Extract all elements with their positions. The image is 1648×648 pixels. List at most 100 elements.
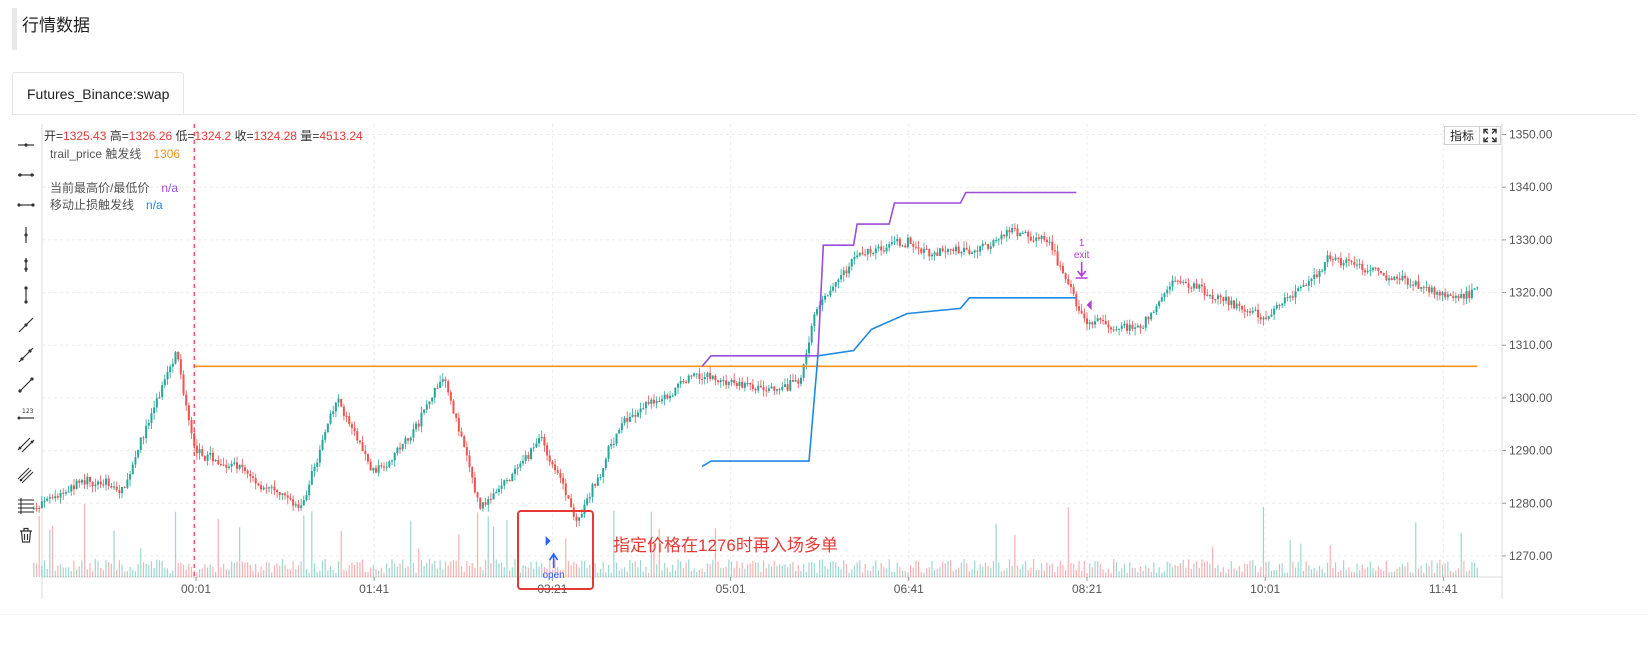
volume-bar [583,560,586,577]
trend-line-icon[interactable] [14,372,38,398]
volume-bar [452,560,455,577]
vertical-line-icon[interactable] [14,282,38,308]
volume-bar [648,572,650,577]
volume-bar [813,563,815,577]
volume-bar [198,569,201,577]
volume-bar [303,515,305,577]
indicator-button[interactable]: 指标 [1444,126,1481,145]
candle-body [1003,234,1006,237]
volume-bar [166,568,169,577]
volume-bar [84,504,86,577]
candle-body [516,467,519,469]
candle-body [936,252,939,256]
candle-body [1444,292,1447,298]
candle-body [989,246,992,249]
volume-bar [1217,564,1219,577]
volume-bar [225,569,227,577]
candle-body [495,492,498,494]
tab-futures-binance-swap[interactable]: Futures_Binance:swap [12,72,185,114]
candle-body [663,394,666,400]
candle-body [158,397,161,399]
volume-bar [1407,562,1409,577]
volume-bar [1310,569,1313,577]
horizontal-segment-icon[interactable] [14,162,38,188]
candle-body [1385,275,1388,281]
volume-bar [1292,561,1294,577]
candle-body [166,372,169,380]
candle-body [123,487,126,489]
volume-bar [471,562,473,577]
candle-body [217,459,220,465]
candle-body [840,275,843,280]
volume-bar [811,562,813,577]
legend-high-low-label: 当前最高价/最低价 [50,181,150,195]
volume-bar [1260,566,1262,577]
volume-bar [1126,572,1128,577]
candle-body [1107,324,1110,328]
horizontal-ray-icon[interactable] [14,132,38,158]
candle-body [1048,241,1051,243]
volume-bar [928,567,930,577]
volume-bar [597,572,599,577]
volume-bar [466,561,468,577]
fib-levels-icon[interactable] [14,492,38,518]
candle-body [1086,318,1088,325]
candle-body [928,249,931,257]
candle-body [789,379,792,391]
volume-bar [86,569,88,577]
candle-body [1321,270,1324,272]
candle-body [35,507,38,509]
horizontal-line-icon[interactable] [14,192,38,218]
volume-bar [1367,566,1369,577]
price-label-icon[interactable]: 123 [14,402,38,428]
vertical-ray-icon[interactable] [14,222,38,248]
candle-body [775,389,778,391]
volume-bar [436,568,439,577]
candle-body [1176,280,1179,282]
volume-bar [827,568,829,577]
candle-body [530,448,533,459]
high-low-line [701,191,1077,367]
candle-body [369,461,372,471]
volume-bar [543,566,545,577]
volume-bar [605,572,607,577]
candle-body [348,416,351,425]
candle-body [949,249,952,251]
candle-body [955,246,958,252]
volume-bar [1246,564,1248,577]
volume-bar [134,571,137,577]
vertical-segment-icon[interactable] [14,252,38,278]
candle-body [1131,324,1134,329]
candle-body [129,474,132,480]
candle-body [238,464,241,469]
volume-bar [982,566,984,577]
candle-body [540,436,543,439]
candle-body [88,476,91,482]
candle-body [177,352,180,360]
trend-segment-icon[interactable] [14,342,38,368]
volume-bar [345,570,348,577]
volume-bar [257,572,259,577]
candle-body [113,486,116,488]
trend-ray-icon[interactable] [14,312,38,338]
candle-body [401,443,404,450]
volume-bar [1351,571,1353,577]
candle-body [1150,312,1153,320]
candle-body [508,480,511,482]
candle-body [554,464,557,471]
volume-bar [316,571,318,577]
fullscreen-icon[interactable] [1480,126,1502,145]
candle-body [273,486,276,491]
delete-icon[interactable] [14,522,38,548]
pitchfork-icon[interactable] [14,462,38,488]
volume-bar [872,565,874,577]
volume-bar [514,559,516,577]
volume-bar [455,560,457,577]
volume-bar [1137,572,1139,577]
parallel-channel-icon[interactable] [14,432,38,458]
volume-bar [1107,568,1109,577]
volume-bar [1230,561,1232,577]
volume-bar [1249,560,1251,577]
candle-body [300,505,303,508]
